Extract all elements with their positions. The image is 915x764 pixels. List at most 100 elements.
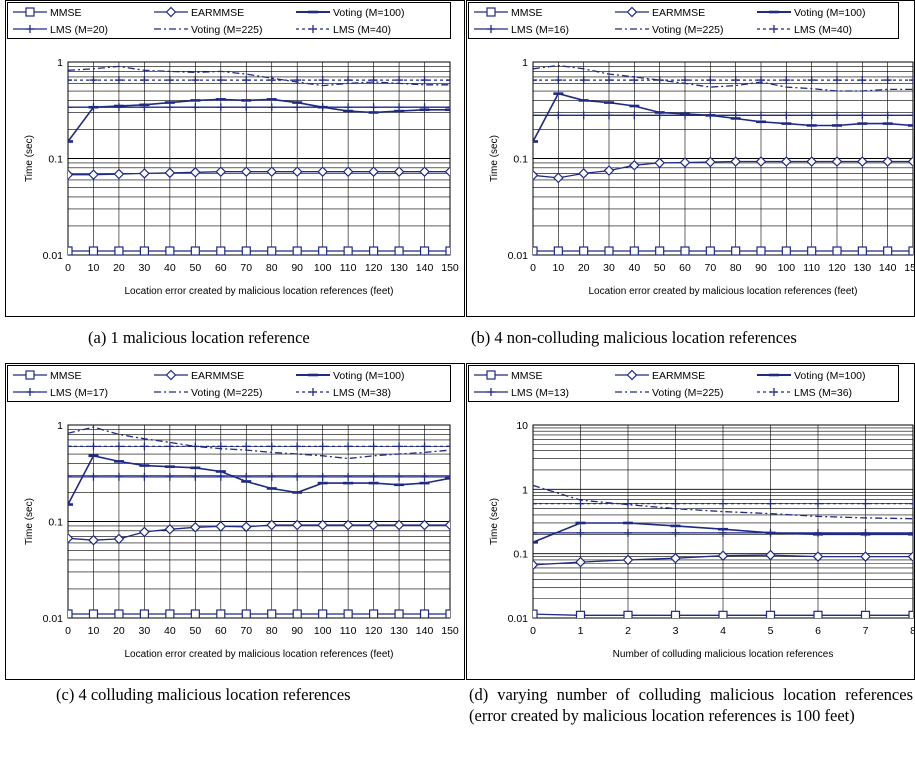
xtick-label-b: 130 — [854, 262, 872, 274]
series-point-c-0 — [267, 609, 277, 618]
ylabel-b: Time (sec) — [489, 135, 500, 182]
series-point-d-0 — [860, 610, 871, 618]
series-point-c-3 — [267, 472, 276, 481]
series-point-d-3 — [624, 528, 632, 537]
series-point-b-3 — [833, 111, 841, 120]
series-point-a-3 — [89, 103, 98, 112]
legend-label-a-0: MMSE — [50, 7, 82, 19]
xtick-label-b: 50 — [654, 262, 666, 274]
series-point-d-5 — [624, 499, 632, 508]
series-point-b-5 — [909, 76, 913, 85]
series-point-d-3 — [861, 528, 870, 537]
series-point-d-1 — [670, 552, 681, 564]
series-point-d-3 — [766, 528, 775, 537]
xtick-label-c: 110 — [340, 625, 357, 637]
series-point-b-3 — [655, 111, 664, 120]
series-point-b-0 — [705, 246, 715, 255]
series-point-d-1 — [860, 551, 871, 562]
series-point-d-0 — [908, 610, 913, 618]
series-point-b-1 — [533, 169, 539, 181]
grid-d — [532, 425, 914, 619]
xlabel-c: Location error created by malicious loca… — [124, 649, 393, 660]
series-point-c-0 — [369, 609, 379, 618]
caption-d: (d) varying number of colluding maliciou… — [469, 685, 913, 725]
series-point-c-0 — [394, 609, 404, 618]
legend-marker-b-5 — [770, 25, 778, 33]
series-line-a-1 — [68, 171, 450, 176]
series-point-d-3 — [533, 528, 537, 537]
series-point-b-3 — [681, 111, 689, 120]
series-point-b-5 — [883, 76, 892, 85]
series-point-a-0 — [190, 246, 200, 255]
series-point-a-1 — [189, 166, 201, 178]
series-point-c-3 — [446, 472, 450, 481]
series-point-c-0 — [445, 609, 450, 618]
series-point-b-5 — [782, 76, 791, 85]
xtick-label-c: 120 — [365, 625, 383, 637]
legend-box-a — [7, 2, 451, 39]
series-point-b-1 — [831, 156, 843, 167]
series-point-d-5 — [814, 499, 822, 508]
series-point-b-3 — [757, 111, 765, 120]
legend-marker-c-5 — [309, 388, 317, 396]
legend-label-c-2: Voting (M=100) — [333, 370, 405, 382]
ytick-label-b: 0.1 — [513, 154, 528, 166]
ytick-label-d: 10 — [516, 420, 528, 432]
xtick-label-a: 150 — [441, 262, 459, 274]
series-point-a-5 — [344, 76, 353, 85]
legend-marker-c-1 — [165, 369, 177, 381]
legend-marker-d-3 — [487, 388, 495, 396]
series-point-c-3 — [89, 472, 98, 481]
xtick-label-a: 140 — [416, 262, 434, 274]
ytick-label-b: 1 — [522, 57, 528, 69]
legend-label-c-5: LMS (M=38) — [333, 387, 391, 399]
series-point-b-1 — [730, 156, 742, 167]
series-point-b-5 — [630, 76, 639, 85]
chart-svg-d: MMSE EARMMSE Voting (M=100) LMS (M=13) Votin… — [466, 363, 915, 680]
legend-marker-d-1 — [626, 369, 638, 381]
series-point-c-3 — [216, 472, 225, 481]
xtick-label-a: 120 — [365, 262, 383, 274]
series-point-a-0 — [318, 246, 328, 255]
series-point-d-3 — [814, 528, 822, 537]
series-point-a-1 — [291, 166, 303, 178]
xtick-label-a: 50 — [189, 262, 201, 274]
ytick-label-a: 0.01 — [43, 250, 64, 262]
legend-marker-c-3 — [26, 388, 34, 396]
series-point-c-5 — [395, 442, 404, 451]
series-point-a-1 — [68, 169, 74, 181]
xtick-label-a: 110 — [340, 262, 357, 274]
series-point-b-1 — [578, 168, 590, 179]
series-line-c-1 — [68, 524, 450, 541]
series-point-a-1 — [88, 169, 99, 181]
series-point-b-0 — [655, 246, 665, 255]
legend-label-b-1: EARMMSE — [652, 7, 705, 19]
series-point-a-0 — [165, 246, 175, 255]
series-point-b-1 — [603, 165, 615, 176]
series-point-a-1 — [164, 167, 176, 179]
xtick-label-b: 60 — [679, 262, 691, 274]
xtick-label-b: 150 — [904, 262, 915, 274]
series-point-c-3 — [68, 472, 72, 481]
series-point-d-5 — [533, 499, 537, 508]
series-point-b-3 — [782, 111, 791, 120]
caption-c: (c) 4 colluding malicious location refer… — [56, 685, 351, 704]
series-point-b-0 — [781, 246, 791, 255]
series-point-a-5 — [114, 76, 123, 85]
series-point-a-3 — [446, 103, 450, 112]
ytick-label-d: 0.01 — [508, 613, 529, 625]
chart-panel-c: MMSE EARMMSE Voting (M=100) LMS (M=17) Votin… — [5, 363, 465, 680]
series-point-c-5 — [191, 442, 200, 451]
legend-label-b-0: MMSE — [511, 7, 543, 19]
series-point-b-1 — [856, 156, 868, 167]
series-point-c-3 — [344, 472, 353, 481]
series-point-b-1 — [907, 156, 913, 167]
series-point-a-1 — [419, 166, 430, 178]
series-point-c-5 — [68, 442, 72, 451]
series-point-c-0 — [419, 609, 430, 618]
series-point-c-1 — [444, 519, 450, 531]
series-point-c-5 — [267, 442, 276, 451]
series-point-a-5 — [446, 76, 450, 85]
ytick-label-b: 0.01 — [508, 250, 529, 262]
series-point-c-1 — [189, 521, 201, 533]
